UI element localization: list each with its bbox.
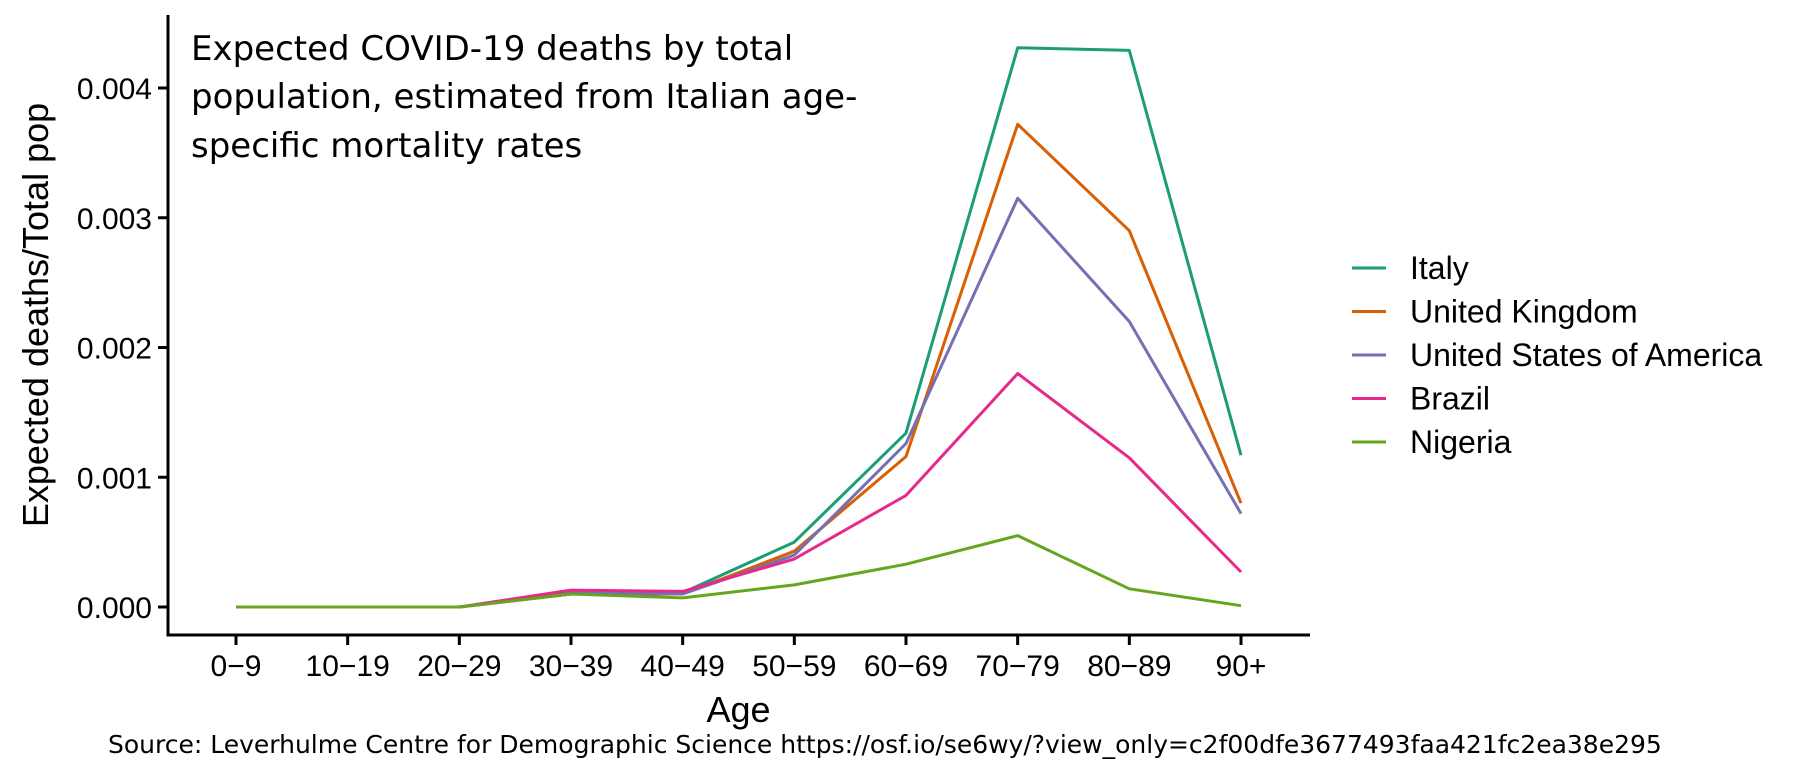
x-tick-label: 60−69 <box>864 650 948 683</box>
source-label: Source: Leverhulme Centre for Demographi… <box>108 730 773 759</box>
series-line-united-states-of-america <box>236 196 1243 609</box>
x-tick-label: 30−39 <box>529 650 613 683</box>
axes <box>166 15 1310 637</box>
x-tick-label: 80−89 <box>1087 650 1171 683</box>
x-axis-title: Age <box>706 689 770 730</box>
y-axis-ticks: 0.000 0.001 0.002 0.003 0.004 <box>77 73 168 625</box>
x-tick-label: 50−59 <box>752 650 836 683</box>
legend-label-united-states-of-america: United States of America <box>1410 337 1762 373</box>
legend: Italy United Kingdom United States of Amer… <box>1352 250 1762 460</box>
y-tick-label: 0.004 <box>77 73 152 106</box>
y-axis-title: Expected deaths/Total pop <box>15 103 56 527</box>
legend-label-united-kingdom: United Kingdom <box>1410 294 1638 330</box>
annotation-line-1: Expected COVID-19 deaths by total <box>191 29 793 69</box>
legend-label-italy: Italy <box>1410 250 1469 286</box>
annotation-line-2: population, estimated from Italian age- <box>191 77 857 117</box>
y-tick-label: 0.002 <box>77 333 152 366</box>
legend-label-nigeria: Nigeria <box>1410 424 1512 460</box>
x-axis-ticks: 0−9 10−19 20−29 30−39 40−49 50−59 60−69 70−79 80… <box>211 635 1267 683</box>
y-tick-label: 0.000 <box>77 592 152 625</box>
series-lines <box>236 46 1243 609</box>
x-tick-label: 10−19 <box>306 650 390 683</box>
y-tick-label: 0.001 <box>77 462 152 495</box>
x-tick-label: 40−49 <box>641 650 725 683</box>
x-tick-label: 20−29 <box>417 650 501 683</box>
chart-annotation: Expected COVID-19 deaths by total popula… <box>191 29 857 166</box>
series-line-united-kingdom <box>236 122 1243 609</box>
x-tick-label: 70−79 <box>976 650 1060 683</box>
x-tick-label: 0−9 <box>211 650 262 683</box>
legend-label-brazil: Brazil <box>1410 381 1490 417</box>
source-caption: Source: Leverhulme Centre for Demographi… <box>108 730 1662 759</box>
series-line-nigeria <box>236 534 1242 609</box>
x-tick-label: 90+ <box>1216 650 1267 683</box>
source-link[interactable]: https://osf.io/se6wy/?view_only=c2f00dfe… <box>780 730 1662 759</box>
y-tick-label: 0.003 <box>77 203 152 236</box>
annotation-line-3: specific mortality rates <box>191 126 582 166</box>
